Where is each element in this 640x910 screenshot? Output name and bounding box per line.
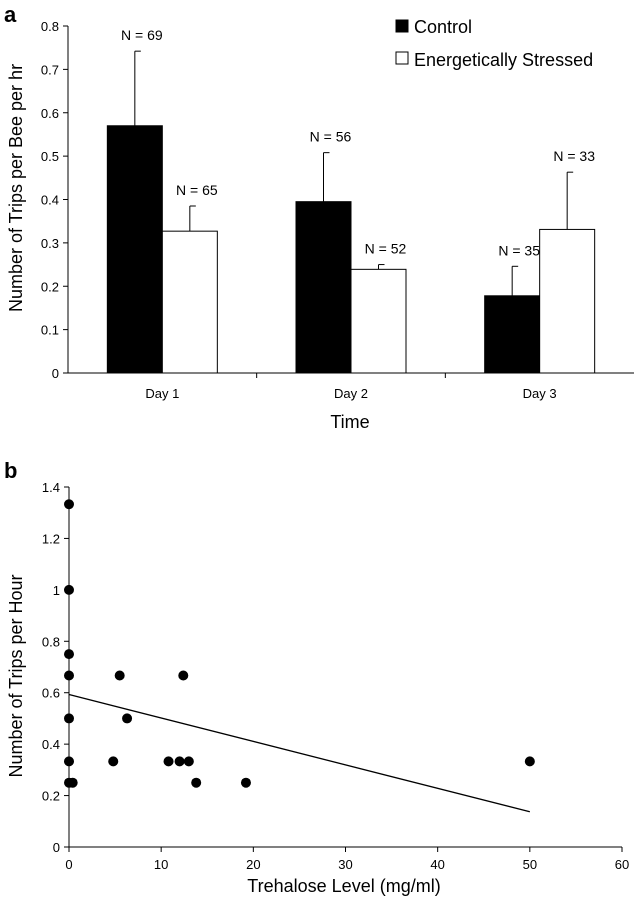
y-tick-label: 1.4 <box>42 480 60 495</box>
y-tick-label: 0.4 <box>41 193 59 208</box>
scatter-chart-panel: b Number of Trips per Hour Trehalose Lev… <box>4 458 629 896</box>
y-tick-label: 0 <box>53 840 60 855</box>
data-point <box>64 713 74 724</box>
legend-label-stressed: Energetically Stressed <box>414 50 593 70</box>
sample-size-label: N = 65 <box>176 182 218 198</box>
x-tick-label: 60 <box>615 857 629 872</box>
bar-stressed <box>161 230 218 374</box>
x-axis-title-a: Time <box>330 412 369 432</box>
y-tick-label: 0.2 <box>42 789 60 804</box>
data-point <box>64 499 74 510</box>
y-tick-label: 0.4 <box>42 737 60 752</box>
sample-size-label: N = 35 <box>498 242 540 258</box>
x-tick-label: 40 <box>430 857 444 872</box>
data-point <box>191 777 202 788</box>
x-tick-label: 50 <box>523 857 537 872</box>
sample-size-label: N = 52 <box>365 241 407 257</box>
sample-size-label: N = 56 <box>310 129 352 145</box>
y-tick-label: 0.8 <box>41 19 59 34</box>
bar-stressed <box>350 268 407 374</box>
legend-label-control: Control <box>414 17 472 37</box>
data-point <box>108 756 119 767</box>
x-tick-label: Day 3 <box>523 386 557 401</box>
panel-label-a: a <box>4 2 17 27</box>
bar-stressed <box>539 228 596 374</box>
y-axis-title-a: Number of Trips per Bee per hr <box>6 64 26 312</box>
data-point <box>64 756 74 767</box>
y-tick-label: 0.3 <box>41 236 59 251</box>
legend: Control Energetically Stressed <box>395 17 593 70</box>
trendline <box>68 693 530 813</box>
y-tick-label: 0.5 <box>41 149 59 164</box>
data-point <box>64 584 74 595</box>
x-tick-label: Day 1 <box>145 386 179 401</box>
y-tick-label: 0.6 <box>41 106 59 121</box>
y-tick-label: 0.1 <box>41 323 59 338</box>
y-tick-label: 0.6 <box>42 686 60 701</box>
x-tick-label: 0 <box>65 857 72 872</box>
y-tick-label: 0 <box>52 366 59 381</box>
legend-swatch-control <box>395 19 409 33</box>
bar-control <box>484 295 541 374</box>
data-point <box>64 649 74 660</box>
data-point <box>178 670 189 681</box>
bar-control <box>106 125 163 374</box>
bar-chart-panel: a Number of Trips per Bee per hr Time Co… <box>4 2 634 432</box>
data-point <box>524 756 535 767</box>
y-tick-label: 0.8 <box>42 634 60 649</box>
x-tick-label: 20 <box>246 857 260 872</box>
y-tick-label: 0.2 <box>41 279 59 294</box>
data-point <box>122 713 133 724</box>
x-axis-title-b: Trehalose Level (mg/ml) <box>247 876 440 896</box>
x-tick-label: 10 <box>154 857 168 872</box>
sample-size-label: N = 69 <box>121 27 163 43</box>
data-point <box>240 777 251 788</box>
x-tick-label: Day 2 <box>334 386 368 401</box>
data-point <box>64 670 74 681</box>
data-point <box>174 756 185 767</box>
data-point <box>114 670 125 681</box>
y-tick-label: 1.2 <box>42 531 60 546</box>
data-point <box>67 777 78 788</box>
data-point <box>183 756 194 767</box>
bar-control <box>295 201 352 374</box>
legend-swatch-stressed <box>395 51 409 65</box>
y-tick-label: 0.7 <box>41 62 59 77</box>
y-tick-label: 1 <box>53 583 60 598</box>
y-axis-title-b: Number of Trips per Hour <box>6 574 26 777</box>
data-point <box>163 756 174 767</box>
sample-size-label: N = 33 <box>553 148 595 164</box>
x-tick-label: 30 <box>338 857 352 872</box>
panel-label-b: b <box>4 458 17 483</box>
